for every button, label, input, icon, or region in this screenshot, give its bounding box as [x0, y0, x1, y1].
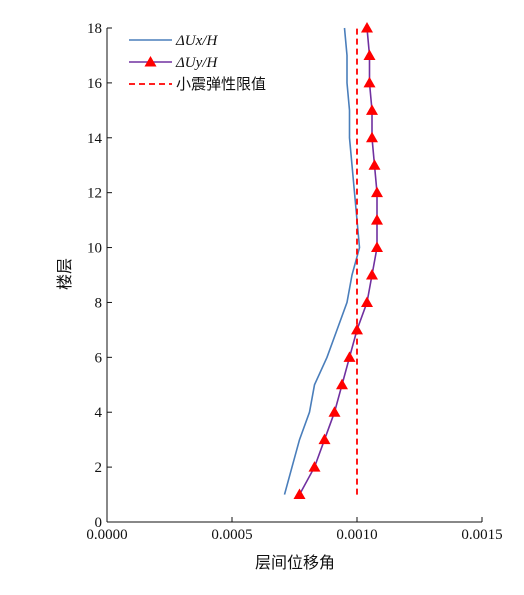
legend-label: ΔUy/H [175, 55, 218, 71]
data-point-marker [363, 76, 376, 88]
y-tick-label: 12 [87, 186, 102, 202]
data-point-marker [371, 186, 383, 198]
data-point-marker [363, 49, 376, 60]
data-point-marker [361, 296, 373, 307]
x-tick-label: 0.0000 [86, 527, 127, 543]
data-point-marker [366, 269, 378, 280]
data-point-marker [293, 488, 306, 500]
y-tick-label: 14 [87, 131, 103, 147]
series-line-2 [298, 27, 378, 495]
legend-label: 小震弹性限值 [176, 76, 266, 93]
data-point-marker [366, 104, 378, 115]
data-point-marker [371, 241, 383, 253]
x-tick-label: 0.0010 [336, 527, 377, 543]
data-point-marker [366, 131, 378, 143]
data-point-marker [371, 214, 383, 225]
y-tick-label: 2 [95, 460, 103, 476]
data-point-marker [368, 159, 381, 170]
y-tick-label: 4 [95, 405, 103, 421]
y-axis-title: 楼层 [55, 258, 74, 290]
axes: 0 2 4 6 8 10 12 14 16 18 0.0000 0.0005 0.0010 0.0015 [86, 21, 502, 543]
legend: ΔUx/H ΔUy/H 小震弹性限值 [129, 33, 266, 93]
data-point-marker [328, 406, 341, 417]
y-tick-label: 6 [95, 350, 103, 366]
data-point-marker [343, 351, 356, 362]
legend-marker [144, 56, 157, 67]
y-tick-label: 16 [87, 76, 103, 92]
data-point-marker [336, 378, 348, 390]
legend-label: ΔUx/H [175, 33, 218, 49]
x-tick-label: 0.0015 [461, 527, 502, 543]
x-axis-title: 层间位移角 [255, 553, 335, 572]
y-tick-label: 10 [87, 241, 102, 257]
data-point-marker [361, 22, 373, 33]
x-tick-label: 0.0005 [211, 527, 252, 543]
plot-lines [283, 22, 383, 500]
y-tick-label: 18 [87, 21, 102, 37]
y-tick-label: 8 [95, 295, 103, 311]
series-line-1 [283, 27, 361, 495]
data-point-marker [318, 433, 331, 445]
data-point-marker [308, 461, 321, 472]
y-tick-label: 0 [95, 515, 103, 531]
